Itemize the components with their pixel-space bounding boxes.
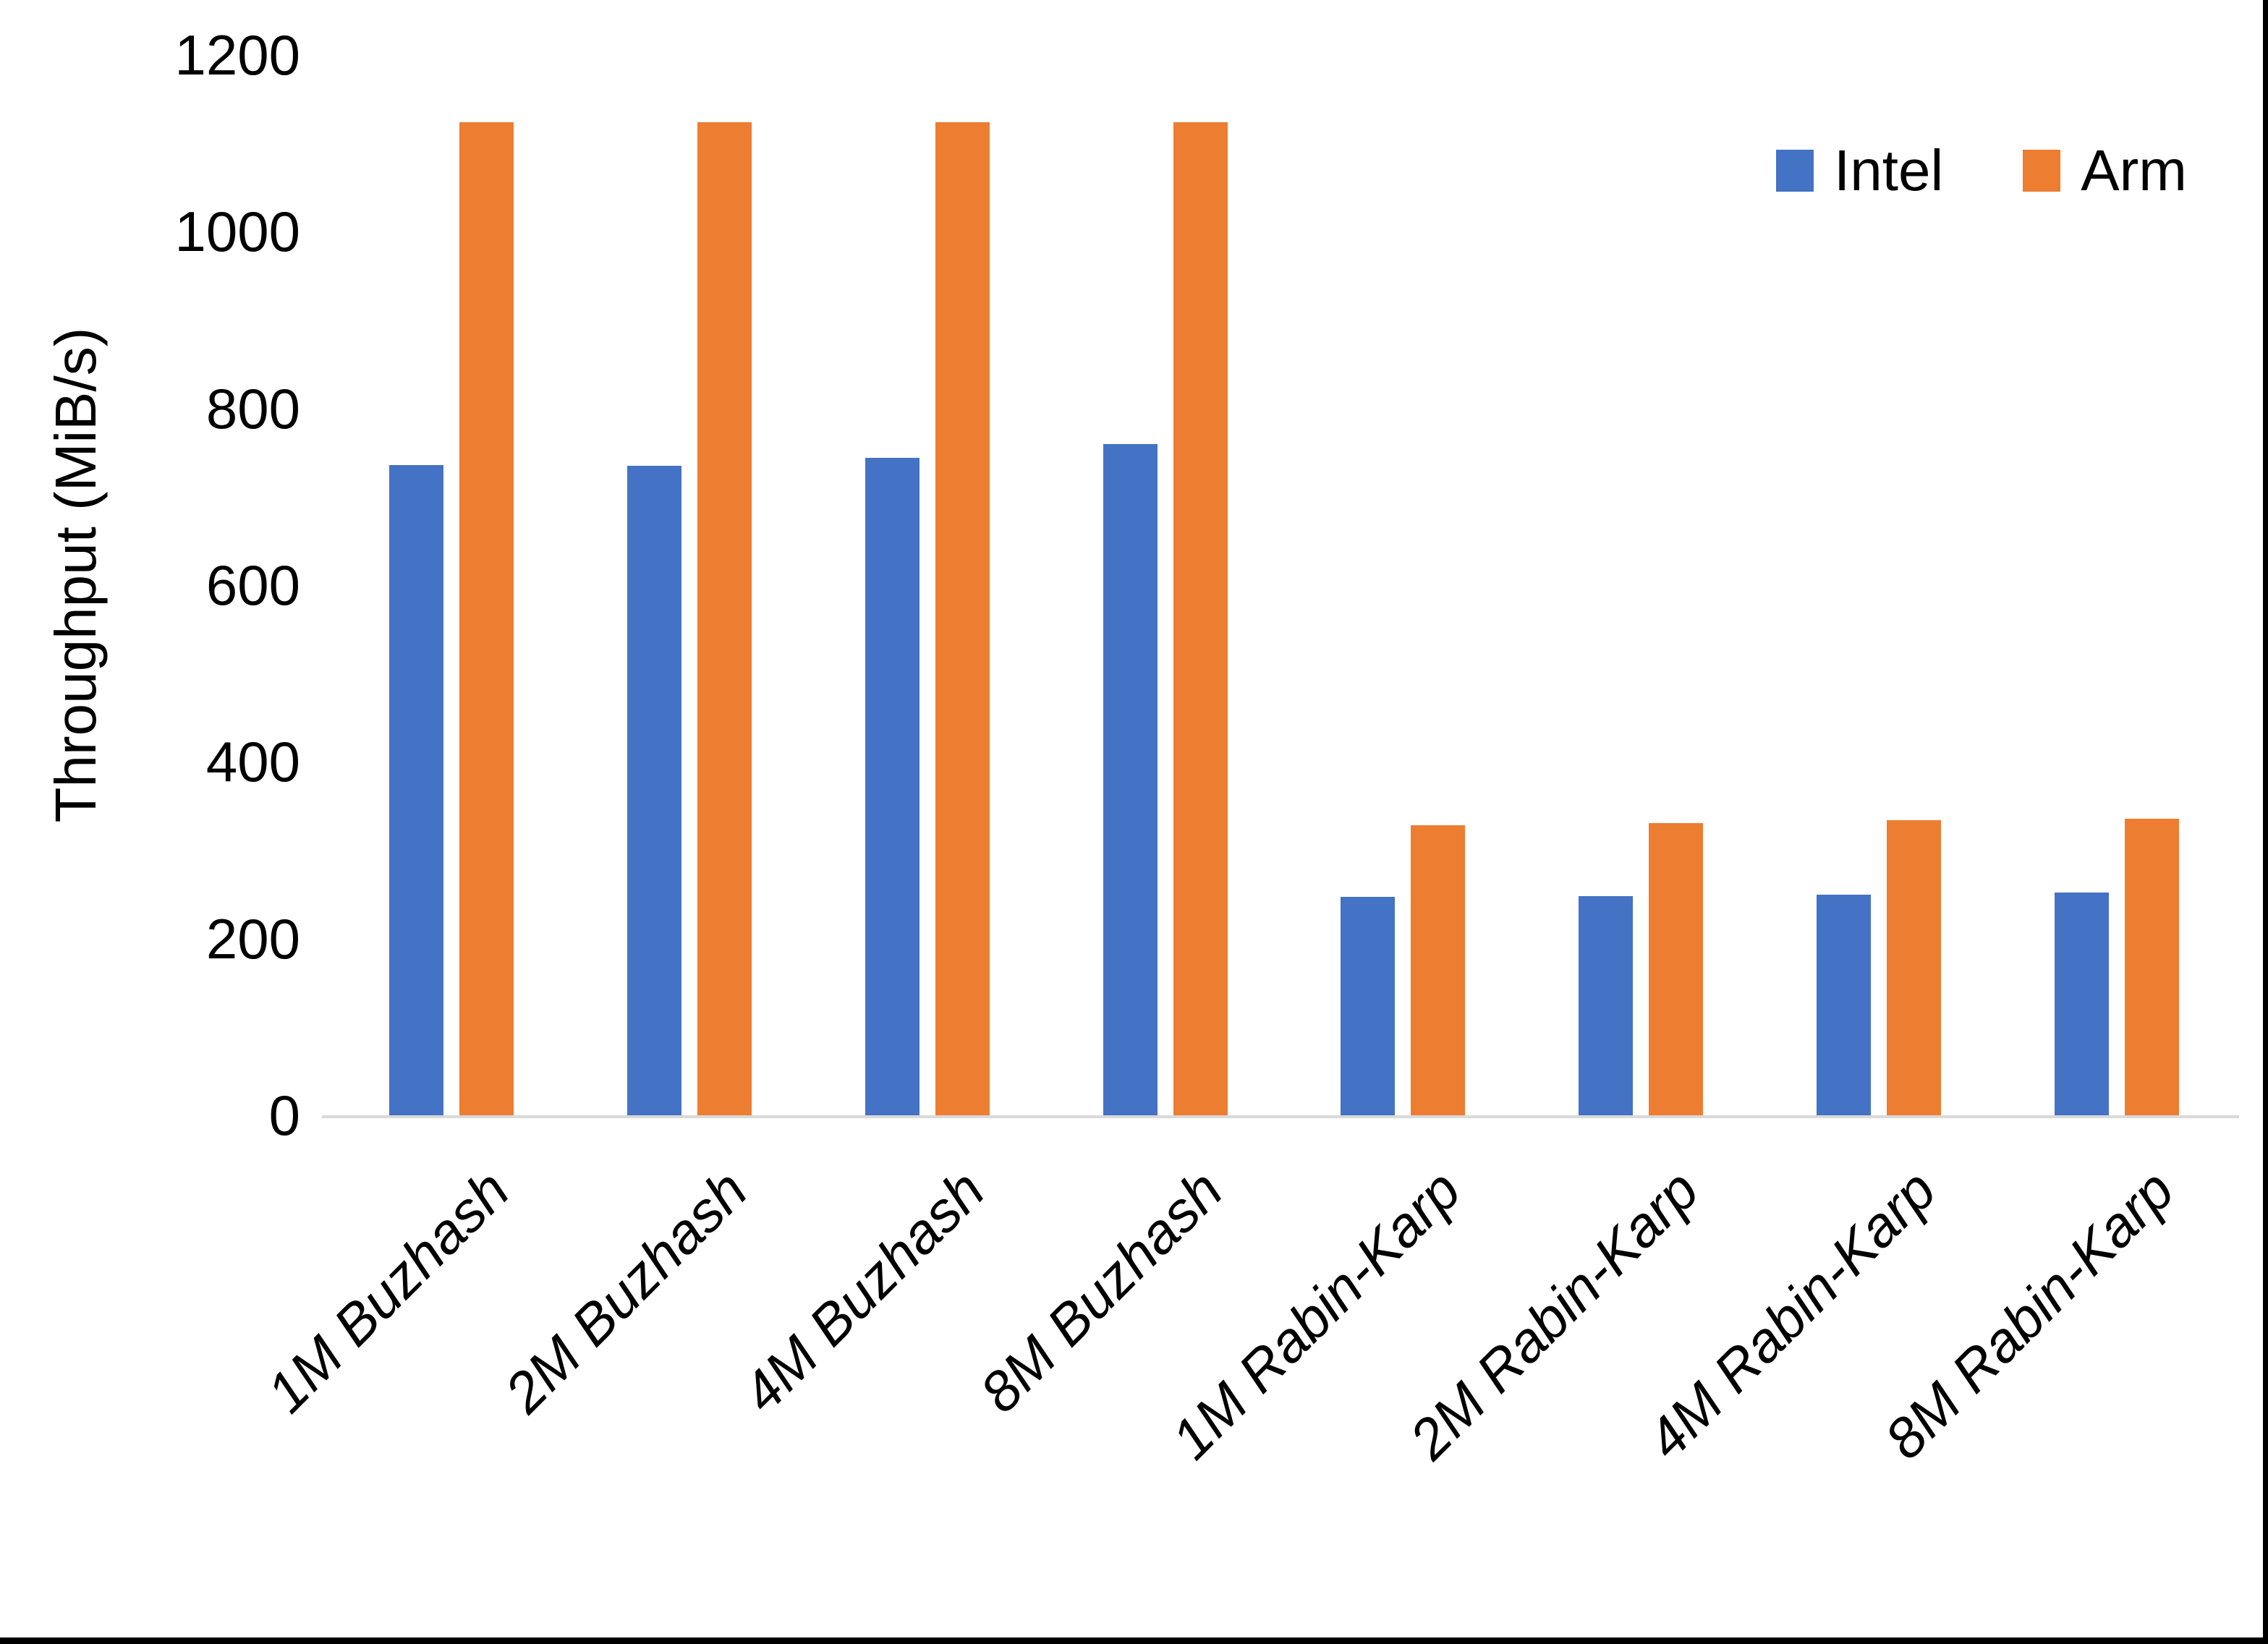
bar-arm-8m-rabin-karp (2124, 819, 2179, 1115)
bar-intel-1m-buzhash (389, 465, 444, 1115)
bar-intel-4m-buzhash (865, 458, 919, 1115)
intel-series-swatch-icon (1776, 150, 1814, 192)
legend: Intel Arm (1776, 137, 2187, 204)
bar-arm-2m-buzhash (697, 122, 752, 1115)
y-tick-label: 1000 (174, 200, 300, 264)
bar-intel-4m-rabin-karp (1816, 895, 1871, 1115)
bar-arm-2m-rabin-karp (1649, 823, 1704, 1115)
bar-arm-1m-buzhash (459, 122, 514, 1115)
arm-series-swatch-icon (2023, 150, 2061, 192)
bar-intel-8m-buzhash (1103, 444, 1158, 1115)
y-tick-label: 200 (205, 906, 300, 971)
legend-item-arm: Arm (2023, 137, 2187, 204)
y-tick-label: 800 (205, 376, 300, 440)
x-axis-line (322, 1115, 2239, 1118)
legend-label-intel: Intel (1834, 138, 1944, 203)
legend-label-arm: Arm (2081, 138, 2187, 203)
bar-arm-1m-rabin-karp (1411, 825, 1466, 1115)
y-tick-label: 600 (205, 553, 300, 617)
bar-intel-2m-rabin-karp (1579, 896, 1634, 1115)
legend-item-intel: Intel (1776, 137, 1943, 204)
y-tick-label: 400 (205, 730, 300, 794)
y-tick-label: 1200 (174, 23, 300, 87)
bar-arm-4m-rabin-karp (1886, 820, 1941, 1115)
bar-arm-8m-buzhash (1173, 122, 1228, 1115)
bar-intel-2m-buzhash (627, 466, 682, 1115)
bar-intel-1m-rabin-karp (1341, 897, 1396, 1115)
y-tick-label: 0 (268, 1083, 300, 1147)
bar-arm-4m-buzhash (935, 122, 990, 1115)
bar-intel-8m-rabin-karp (2054, 893, 2109, 1115)
